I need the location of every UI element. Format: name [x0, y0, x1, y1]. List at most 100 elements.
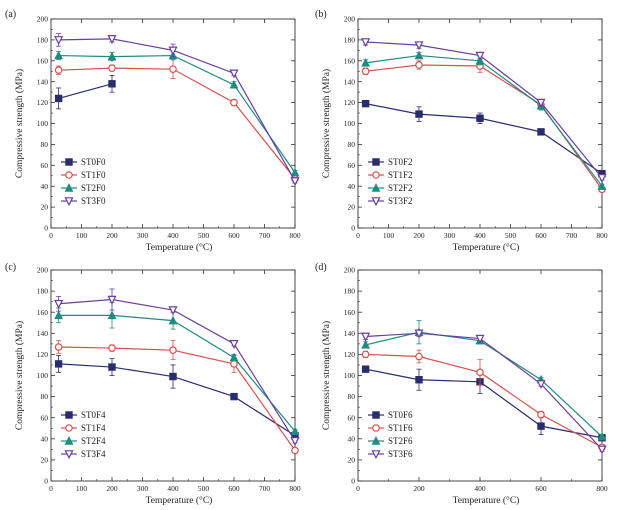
legend-label: ST3F4 — [81, 449, 106, 459]
x-tick-label: 300 — [137, 484, 149, 493]
data-point — [54, 66, 63, 75]
data-point — [108, 363, 116, 371]
y-tick-label: 160 — [37, 56, 49, 65]
data-point — [291, 446, 299, 455]
data-point — [361, 57, 371, 67]
y-tick-label: 20 — [348, 456, 356, 465]
y-tick-label: 20 — [41, 456, 49, 465]
series-st3f0 — [54, 33, 300, 187]
x-tick-label: 800 — [596, 231, 608, 240]
data-point — [414, 41, 424, 51]
x-tick-label: 0 — [356, 484, 360, 493]
x-tick-label: 400 — [167, 231, 179, 240]
legend-marker — [372, 424, 380, 432]
y-tick-label: 120 — [37, 350, 49, 359]
data-point — [107, 35, 117, 44]
data-point — [229, 79, 239, 89]
legend-marker — [65, 424, 73, 432]
x-tick-label: 100 — [76, 484, 88, 493]
y-tick-label: 60 — [41, 161, 49, 170]
series-line — [58, 54, 296, 173]
legend-marker — [372, 158, 380, 166]
legend-label: ST1F2 — [388, 170, 413, 180]
legend-label: ST0F2 — [388, 157, 413, 167]
legend-label: ST2F4 — [81, 436, 106, 446]
panel-label: (c) — [5, 262, 16, 273]
y-tick-label: 200 — [344, 266, 356, 275]
data-point — [597, 181, 607, 190]
x-tick-label: 400 — [474, 231, 486, 240]
y-tick-label: 140 — [37, 77, 49, 86]
y-tick-label: 160 — [37, 308, 49, 317]
legend-label: ST1F0 — [81, 170, 106, 180]
data-point — [537, 422, 545, 430]
data-point — [107, 310, 117, 320]
data-point — [361, 350, 370, 359]
legend-label: ST2F6 — [388, 436, 413, 446]
y-tick-label: 160 — [344, 308, 356, 317]
legend-label: ST3F2 — [388, 196, 413, 206]
y-tick-label: 140 — [344, 329, 356, 338]
data-point — [230, 98, 238, 107]
x-tick-label: 800 — [289, 231, 301, 240]
x-tick-label: 300 — [444, 231, 456, 240]
data-point — [169, 372, 177, 381]
series-st3f6 — [361, 329, 607, 455]
x-tick-label: 800 — [596, 484, 608, 493]
x-tick-label: 400 — [474, 484, 486, 493]
data-point — [229, 69, 239, 79]
x-tick-label: 0 — [49, 484, 53, 493]
x-tick-label: 800 — [289, 484, 301, 493]
x-tick-label: 500 — [198, 484, 210, 493]
y-tick-label: 180 — [37, 287, 49, 296]
data-point — [54, 343, 63, 351]
legend-marker — [371, 436, 381, 445]
y-tick-label: 40 — [41, 182, 49, 191]
data-point — [597, 445, 607, 455]
y-tick-label: 200 — [37, 15, 49, 24]
data-point — [537, 410, 545, 419]
y-tick-label: 80 — [348, 140, 356, 149]
y-tick-label: 120 — [37, 98, 49, 107]
data-point — [475, 51, 485, 61]
panel-label: (d) — [315, 262, 327, 273]
data-point — [107, 51, 117, 61]
data-point — [361, 67, 370, 76]
x-tick-label: 100 — [76, 231, 88, 240]
data-point — [537, 128, 545, 136]
series-line — [365, 353, 603, 448]
data-point — [54, 36, 64, 46]
x-tick-label: 700 — [259, 231, 271, 240]
y-tick-label: 40 — [348, 434, 356, 443]
data-point — [597, 174, 607, 183]
y-tick-label: 180 — [37, 36, 49, 45]
y-tick-label: 180 — [344, 287, 356, 296]
y-tick-label: 100 — [344, 119, 356, 128]
y-tick-label: 200 — [344, 15, 356, 24]
data-point — [168, 315, 178, 325]
y-tick-label: 120 — [344, 98, 356, 107]
data-point — [290, 426, 300, 436]
x-axis-title: Temperature (°C) — [146, 495, 213, 506]
legend-label: ST1F6 — [388, 423, 413, 433]
y-tick-label: 0 — [351, 224, 355, 233]
legend-label: ST3F0 — [81, 196, 106, 206]
data-point — [597, 431, 607, 441]
legend-label: ST0F6 — [388, 410, 413, 420]
series-st0f0 — [54, 75, 116, 110]
x-tick-label: 200 — [106, 484, 118, 493]
data-point — [415, 61, 423, 69]
y-tick-label: 100 — [37, 371, 49, 380]
data-point — [361, 99, 370, 108]
legend-marker — [371, 450, 381, 460]
y-tick-label: 40 — [41, 434, 49, 443]
series-st2f2 — [361, 50, 607, 190]
data-point — [54, 360, 63, 368]
y-axis-title: Compressive strength (MPa) — [321, 69, 332, 178]
x-tick-label: 400 — [167, 484, 179, 493]
x-tick-label: 600 — [535, 231, 547, 240]
legend-label: ST0F4 — [81, 410, 106, 420]
x-tick-label: 700 — [566, 231, 578, 240]
chart-panel-4: (d) 0 200 400 600 800 0 20 40 60 80 100 120 140 160 180… — [315, 262, 608, 506]
